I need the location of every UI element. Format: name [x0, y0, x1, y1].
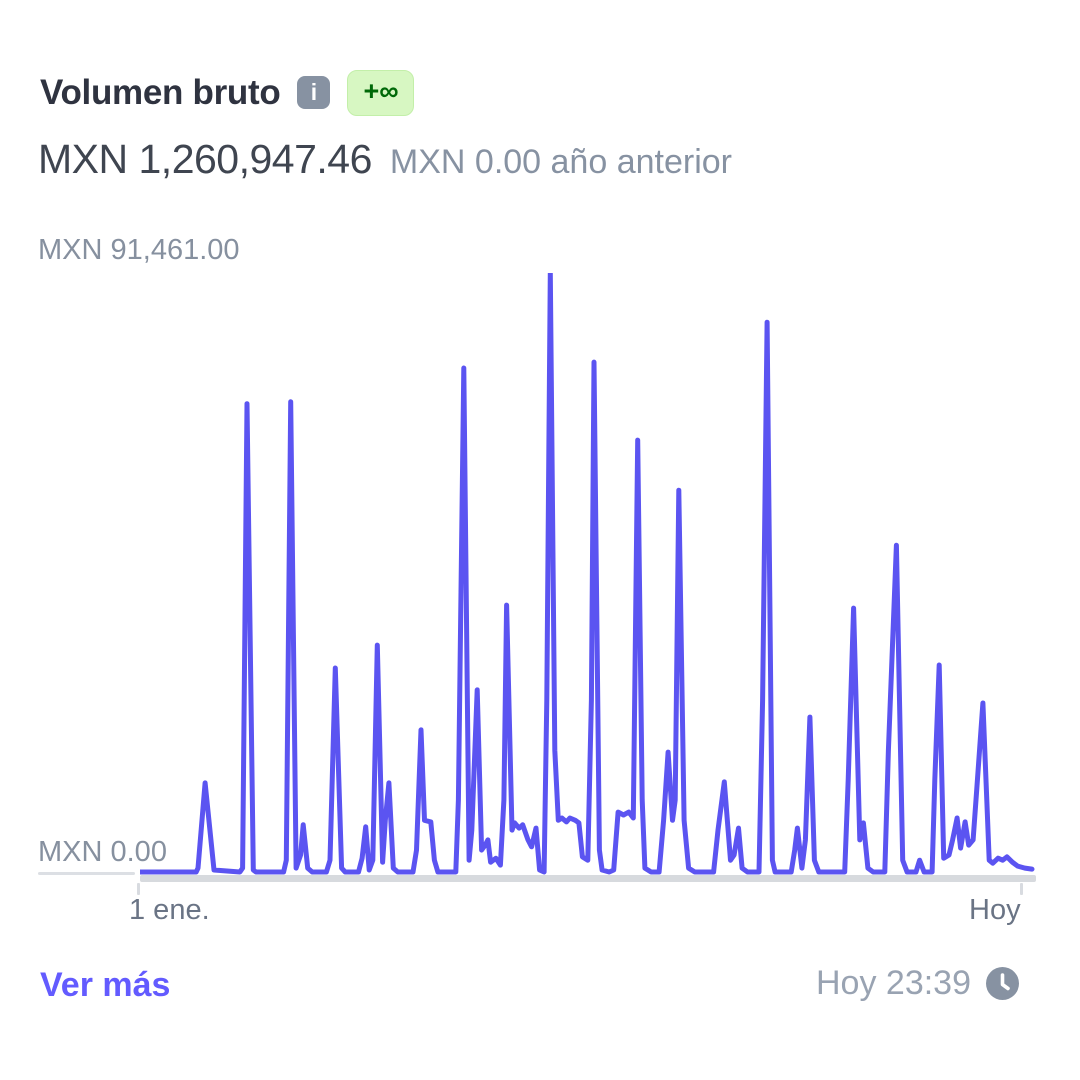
growth-badge: +∞ — [347, 70, 415, 116]
amount-row: MXN 1,260,947.46 MXN 0.00 año anterior — [38, 136, 732, 183]
chart-baseline-bar — [140, 875, 1036, 882]
info-icon[interactable]: i — [297, 76, 331, 110]
y-axis-max-label: MXN 91,461.00 — [38, 234, 240, 266]
last-updated: Hoy 23:39 — [816, 964, 1020, 1003]
updated-time: Hoy 23:39 — [816, 964, 971, 1002]
x-axis-start-label: 1 ene. — [129, 894, 210, 926]
volume-chart[interactable] — [140, 273, 1036, 885]
y-axis-min-label: MXN 0.00 — [38, 836, 167, 868]
volume-line-path — [140, 273, 1035, 875]
clock-icon — [986, 967, 1019, 1000]
page-title: Volumen bruto — [40, 72, 281, 112]
current-amount: MXN 1,260,947.46 — [38, 136, 372, 182]
info-icon-glyph: i — [310, 79, 318, 106]
see-more-link[interactable]: Ver más — [40, 966, 171, 1004]
previous-period-amount: MXN 0.00 año anterior — [389, 143, 732, 181]
y-axis-zero-line — [38, 872, 135, 875]
header: Volumen bruto i +∞ — [40, 70, 415, 116]
x-tick-end — [1020, 883, 1023, 895]
x-tick-start — [137, 883, 140, 895]
x-axis-end-label: Hoy — [969, 894, 1021, 926]
